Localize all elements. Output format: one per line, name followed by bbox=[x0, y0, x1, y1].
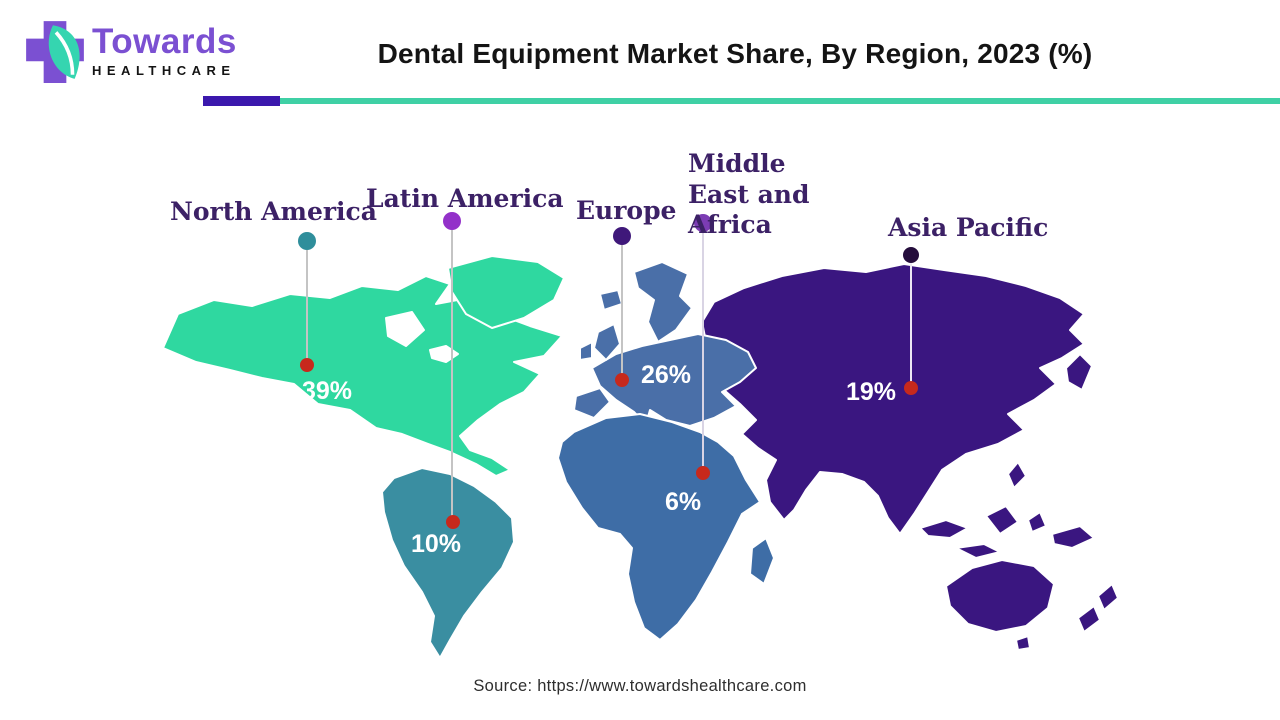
value-label-north-america: 39% bbox=[302, 377, 353, 405]
map-island-greenland bbox=[447, 255, 565, 329]
value-label-asia-pacific: 19% bbox=[846, 378, 897, 406]
anchor-dot-north-america bbox=[298, 232, 316, 250]
marker-dot-latin-america bbox=[446, 515, 460, 529]
region-label-europe: Europe bbox=[576, 196, 677, 225]
anchor-dot-latin-america bbox=[443, 212, 461, 230]
anchor-dot-middle-east-and-africa bbox=[694, 214, 712, 232]
brand-subtitle: HEALTHCARE bbox=[92, 63, 236, 78]
region-label-middle-east-and-africa: Middle East and Africa bbox=[688, 149, 810, 239]
map-water-hudson-bay bbox=[385, 311, 425, 347]
map-island-borneo bbox=[985, 505, 1019, 535]
region-label-north-america: North America bbox=[170, 197, 377, 226]
logo-wordmark: Towards HEALTHCARE bbox=[92, 24, 237, 78]
anchor-dot-asia-pacific bbox=[903, 247, 919, 263]
map-island-new-guinea bbox=[1051, 525, 1095, 549]
map-island-madagascar bbox=[749, 537, 775, 585]
marker-dot-europe bbox=[615, 373, 629, 387]
map-region-australia bbox=[945, 559, 1055, 633]
map-island-sumatra bbox=[919, 519, 969, 539]
value-label-middle-east-and-africa: 6% bbox=[665, 488, 702, 516]
map-island-great-britain bbox=[593, 323, 621, 361]
marker-dot-middle-east-and-africa bbox=[696, 466, 710, 480]
logo-cross-leaf-icon bbox=[26, 21, 84, 83]
region-label-latin-america: Latin America bbox=[366, 184, 564, 213]
divider-line-teal bbox=[280, 98, 1280, 104]
map-region-scandinavia bbox=[633, 261, 693, 343]
map-island-sulawesi bbox=[1027, 511, 1047, 533]
divider-accent-purple bbox=[203, 96, 280, 106]
anchor-dot-europe bbox=[613, 227, 631, 245]
map-island-new-zealand-south bbox=[1077, 605, 1101, 633]
map-island-new-zealand-north bbox=[1097, 583, 1119, 611]
value-label-latin-america: 10% bbox=[411, 530, 462, 558]
value-label-europe: 26% bbox=[641, 361, 692, 389]
map-island-iceland bbox=[599, 289, 623, 311]
source-text: Source: https://www.towardshealthcare.co… bbox=[473, 677, 807, 695]
map-island-philippines bbox=[1007, 461, 1027, 489]
map-island-ireland bbox=[579, 341, 593, 361]
map-region-africa bbox=[557, 413, 761, 641]
brand-name: Towards bbox=[92, 22, 237, 61]
map-region-iberia bbox=[573, 387, 611, 419]
map-region-asia-pacific bbox=[701, 263, 1085, 535]
towards-healthcare-logo: Towards HEALTHCARE bbox=[18, 10, 278, 105]
map-region-latin-america bbox=[381, 467, 515, 659]
page-title: Dental Equipment Market Share, By Region… bbox=[377, 38, 1093, 69]
marker-dot-north-america bbox=[300, 358, 314, 372]
map-island-java bbox=[955, 543, 1001, 559]
map-island-japan bbox=[1065, 353, 1093, 391]
region-label-asia-pacific: Asia Pacific bbox=[888, 213, 1049, 242]
marker-dot-asia-pacific bbox=[904, 381, 918, 395]
map-region-north-america bbox=[162, 275, 563, 477]
map-island-tasmania bbox=[1015, 635, 1031, 651]
leaf-vein bbox=[54, 31, 75, 75]
